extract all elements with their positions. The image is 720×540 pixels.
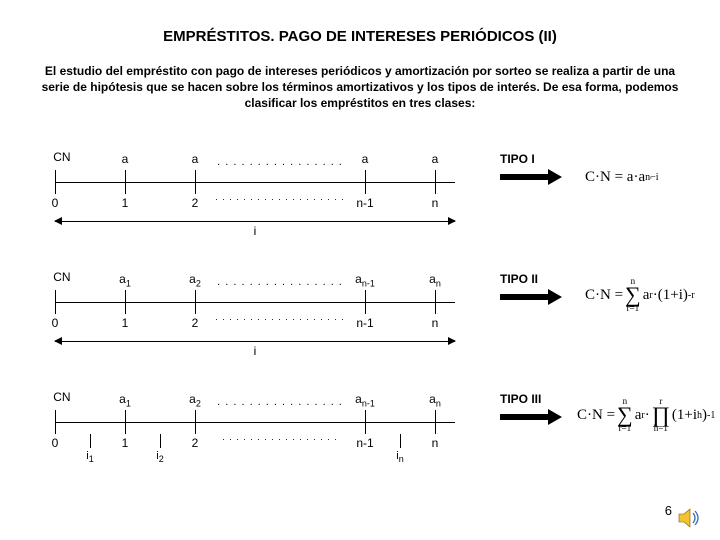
speaker-icon — [678, 508, 702, 528]
timeline-bottom-label: n — [432, 316, 439, 330]
timeline-bottom-label: 2 — [192, 196, 199, 210]
dots-icon: . . . . . . . . . . . . . . . . . . . — [215, 192, 345, 202]
timeline-bottom-label: n-1 — [356, 196, 373, 210]
timeline-bottom-label: 2 — [192, 316, 199, 330]
tipo-2-formula: C·N = n∑r=1 ar·(1+i)-r — [585, 278, 695, 312]
timeline-top-label: a2 — [189, 392, 201, 408]
period-rate-label: i2 — [156, 450, 163, 464]
tipo-3-arrow — [500, 412, 560, 424]
rate-label: i — [254, 344, 257, 358]
timeline-bottom-label: 0 — [52, 436, 59, 450]
intro-text: El estudio del empréstito con pago de in… — [0, 45, 720, 112]
timeline-bottom-label: 1 — [122, 316, 129, 330]
timeline-tipo-2: CN 0 a1 1 a2 2 an-1 n-1 an n . . . . . . . . . . .… — [55, 270, 455, 360]
timeline-top-label: a2 — [189, 272, 201, 288]
timeline-top-label: CN — [53, 390, 70, 404]
rate-label: i — [254, 224, 257, 238]
timeline-bottom-label: 1 — [122, 436, 129, 450]
tipo-3-formula: C·N = n∑r=1 ar· r∏h=1 (1+ih)-1 — [577, 398, 715, 432]
dots-icon: . . . . . . . . . . . . . . . . — [217, 276, 343, 288]
timeline-tipo-3: CN 0 a1 1 a2 2 an-1 n-1 an n . . . . . . . . . . .… — [55, 390, 455, 480]
timeline-top-label: CN — [53, 270, 70, 284]
timeline-top-label: a — [432, 152, 439, 166]
tipo-1-formula: C·N = a·an⌐i — [585, 160, 659, 194]
timeline-top-label: a1 — [119, 392, 131, 408]
timeline-top-label: an-1 — [355, 392, 375, 408]
dots-icon: . . . . . . . . . . . . . . . . . . . — [215, 312, 345, 322]
timeline-bottom-label: 1 — [122, 196, 129, 210]
timeline-tipo-1: CN 0 a 1 a 2 a n-1 a n . . . . . . . . . . . . . .… — [55, 150, 455, 240]
tipo-1-label: TIPO I — [500, 152, 535, 166]
tipo-3-label: TIPO III — [500, 392, 541, 406]
timeline-bottom-label: n — [432, 436, 439, 450]
dots-icon: . . . . . . . . . . . . . . . . — [217, 156, 343, 168]
period-rate-label: in — [396, 450, 403, 464]
page-number: 6 — [665, 503, 672, 518]
timeline-top-label: an-1 — [355, 272, 375, 288]
tipo-2-arrow — [500, 292, 560, 304]
timeline-bottom-label: 0 — [52, 316, 59, 330]
dots-icon: . . . . . . . . . . . . . . . . — [217, 396, 343, 408]
period-rate-label: i1 — [86, 450, 93, 464]
dots-icon: . . . . . . . . . . . . . . . . . — [222, 432, 338, 442]
timeline-bottom-label: 2 — [192, 436, 199, 450]
timeline-bottom-label: 0 — [52, 196, 59, 210]
timeline-bottom-label: n-1 — [356, 316, 373, 330]
timeline-top-label: a — [362, 152, 369, 166]
timeline-top-label: a — [122, 152, 129, 166]
timeline-top-label: an — [429, 272, 441, 288]
timeline-bottom-label: n — [432, 196, 439, 210]
tipo-1-arrow — [500, 172, 560, 184]
timeline-top-label: CN — [53, 150, 70, 164]
timeline-bottom-label: n-1 — [356, 436, 373, 450]
timeline-top-label: an — [429, 392, 441, 408]
page-title: EMPRÉSTITOS. PAGO DE INTERESES PERIÓDICO… — [0, 0, 720, 45]
timeline-top-label: a — [192, 152, 199, 166]
timeline-top-label: a1 — [119, 272, 131, 288]
tipo-2-label: TIPO II — [500, 272, 538, 286]
